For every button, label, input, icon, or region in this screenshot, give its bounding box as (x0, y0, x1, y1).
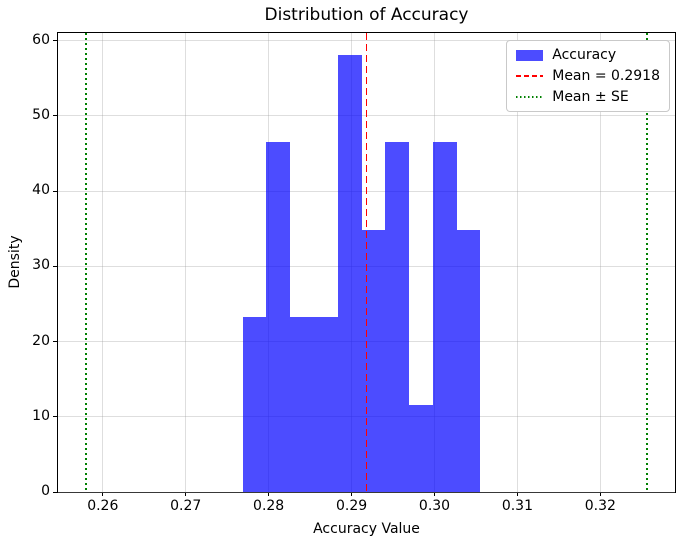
y-axis-tick (53, 115, 57, 117)
plot-area: Accuracy Mean = 0.2918 Mean ± SE (57, 32, 676, 493)
x-tick-label: 0.30 (418, 498, 451, 514)
x-tick-label: 0.27 (170, 498, 202, 514)
y-tick-label: 60 (32, 31, 50, 48)
histogram-bar (432, 142, 457, 492)
x-axis-tick (268, 492, 270, 496)
y-tick-label: 40 (32, 182, 50, 199)
histogram-bar (314, 317, 338, 492)
x-axis-tick (102, 492, 104, 496)
legend-dotted-handle (516, 96, 544, 98)
y-tick-label: 20 (32, 332, 50, 349)
x-axis-tick (599, 492, 601, 496)
x-tick-label: 0.32 (584, 498, 616, 514)
histogram-bar (266, 142, 291, 492)
y-tick-label: 10 (32, 407, 50, 424)
legend-dashed-handle (516, 75, 544, 77)
x-tick-label: 0.29 (335, 498, 368, 514)
legend-patch-handle (516, 49, 544, 61)
y-axis-tick (53, 40, 57, 42)
histogram-bar (409, 404, 433, 492)
gridline-vertical (185, 33, 187, 492)
legend-label: Mean = 0.2918 (552, 68, 660, 84)
histogram-bar (242, 317, 267, 492)
histogram-bar (290, 317, 314, 492)
y-axis-tick (53, 341, 57, 342)
se-line (85, 33, 87, 492)
gridline-horizontal (58, 491, 675, 493)
gridline-vertical (102, 33, 104, 492)
x-axis-tick (516, 492, 518, 496)
histogram-bar (337, 54, 362, 492)
legend-item: Mean ± SE (516, 89, 660, 105)
legend: Accuracy Mean = 0.2918 Mean ± SE (506, 40, 670, 112)
gridline-vertical (599, 33, 601, 492)
x-axis-tick (434, 492, 435, 496)
y-axis-tick (53, 416, 57, 418)
histogram-bar (456, 229, 481, 492)
y-tick-label: 50 (32, 106, 50, 123)
x-axis-label: Accuracy Value (313, 521, 420, 537)
x-axis-tick (351, 492, 353, 496)
x-axis-tick (185, 492, 187, 496)
y-axis-tick (53, 265, 57, 267)
gridline-vertical (516, 33, 518, 492)
y-axis-tick (53, 190, 57, 192)
y-tick-label: 30 (32, 257, 50, 274)
y-axis-tick (53, 491, 57, 493)
x-tick-label: 0.28 (253, 498, 285, 514)
x-tick-label: 0.31 (501, 498, 533, 514)
chart-title: Distribution of Accuracy (264, 5, 469, 25)
legend-item: Accuracy (516, 47, 660, 63)
histogram-bar (385, 142, 410, 492)
y-tick-label: 0 (41, 483, 50, 499)
histogram-bar (361, 229, 386, 492)
mean-line (365, 33, 368, 492)
se-line (646, 33, 648, 492)
legend-label: Accuracy (552, 47, 617, 63)
x-tick-label: 0.26 (87, 498, 119, 514)
legend-item: Mean = 0.2918 (516, 68, 660, 84)
legend-label: Mean ± SE (552, 89, 629, 105)
